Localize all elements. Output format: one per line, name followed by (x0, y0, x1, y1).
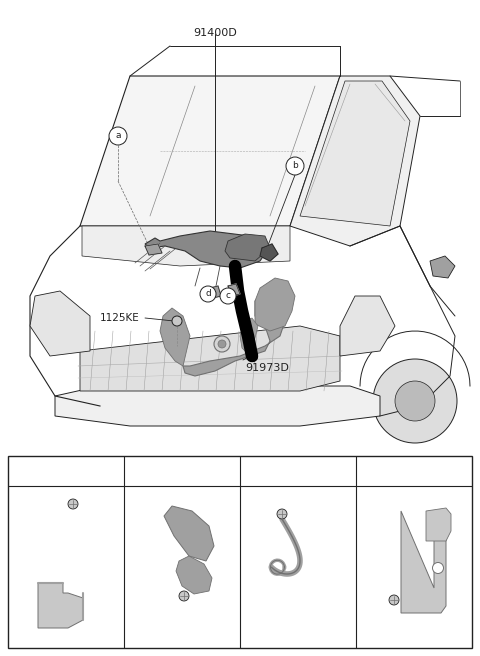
Text: 1141AC: 1141AC (149, 617, 184, 626)
Text: 91973D: 91973D (245, 363, 289, 373)
Polygon shape (255, 278, 295, 331)
Text: d: d (365, 466, 371, 476)
Polygon shape (225, 234, 270, 261)
Polygon shape (183, 296, 285, 376)
Text: 91234A: 91234A (371, 496, 406, 505)
Text: a: a (115, 131, 121, 140)
Polygon shape (38, 583, 83, 628)
Circle shape (68, 499, 78, 509)
Circle shape (109, 127, 127, 145)
Text: 91234A: 91234A (258, 496, 293, 505)
Circle shape (373, 359, 457, 443)
Circle shape (220, 288, 236, 304)
Polygon shape (145, 231, 270, 268)
Circle shape (11, 462, 29, 480)
Text: 91400D: 91400D (193, 28, 237, 38)
Circle shape (432, 562, 444, 573)
Polygon shape (300, 81, 410, 226)
Circle shape (286, 157, 304, 175)
Circle shape (243, 462, 261, 480)
Circle shape (179, 591, 189, 601)
Polygon shape (240, 318, 258, 351)
Polygon shape (30, 291, 90, 356)
Polygon shape (426, 508, 451, 541)
Polygon shape (164, 506, 214, 561)
Circle shape (277, 509, 287, 519)
Text: c: c (226, 291, 230, 300)
Polygon shape (176, 556, 212, 594)
Circle shape (200, 286, 216, 302)
Circle shape (172, 316, 182, 326)
Polygon shape (80, 76, 340, 226)
Bar (8, 456, 472, 648)
Polygon shape (430, 256, 455, 278)
Polygon shape (228, 284, 240, 296)
Text: b: b (292, 161, 298, 171)
Circle shape (395, 381, 435, 421)
Circle shape (214, 336, 230, 352)
Circle shape (389, 595, 399, 605)
Polygon shape (82, 226, 290, 266)
Circle shape (127, 462, 145, 480)
Polygon shape (80, 326, 340, 391)
Text: c: c (249, 466, 255, 476)
Polygon shape (290, 76, 420, 246)
Circle shape (359, 462, 377, 480)
Polygon shape (55, 386, 380, 426)
Polygon shape (160, 308, 190, 366)
Circle shape (218, 340, 226, 348)
Polygon shape (145, 244, 162, 255)
Text: a: a (17, 466, 23, 476)
Text: 91234A: 91234A (18, 494, 53, 503)
Polygon shape (210, 286, 221, 298)
Polygon shape (340, 296, 395, 356)
Polygon shape (260, 244, 278, 261)
Text: 1125KE: 1125KE (100, 313, 140, 323)
Text: d: d (205, 289, 211, 298)
Text: b: b (133, 466, 139, 476)
Polygon shape (401, 511, 446, 613)
